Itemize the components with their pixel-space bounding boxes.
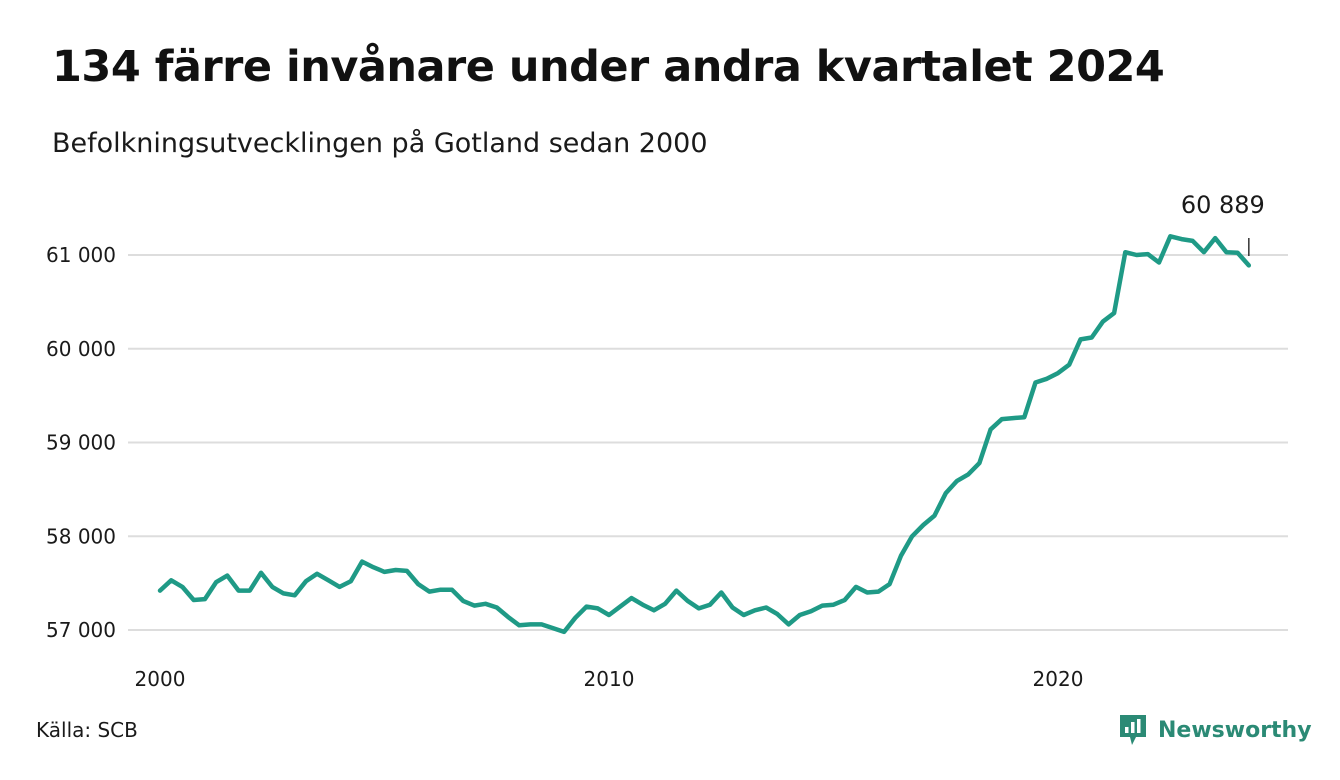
source-label: Källa: SCB: [36, 718, 138, 742]
newsworthy-logo-icon: [1120, 715, 1146, 745]
x-tick-label: 2020: [1033, 667, 1084, 691]
x-tick-label: 2000: [135, 667, 186, 691]
brand-logo: Newsworthy: [1118, 713, 1312, 747]
population-line: [157, 234, 1252, 635]
y-tick-label: 57 000: [46, 618, 116, 642]
x-tick-label: 2010: [584, 667, 635, 691]
annotation-label: 60 889: [1181, 191, 1265, 219]
grid-lines: [128, 254, 1288, 631]
brand-name: Newsworthy: [1158, 717, 1312, 743]
y-tick-label: 61 000: [46, 243, 116, 267]
y-tick-label: 58 000: [46, 524, 116, 548]
y-tick-label: 60 000: [46, 337, 116, 361]
y-axis-tick-labels: 57 000 58 000 59 000 60 000 61 000: [46, 243, 116, 642]
y-tick-label: 59 000: [46, 431, 116, 455]
x-axis-tick-labels: 2000 2010 2020: [135, 667, 1084, 691]
last-value-annotation: 60 889: [1181, 191, 1265, 256]
chart-title: 134 färre invånare under andra kvartalet…: [52, 42, 1165, 92]
chart-subtitle: Befolkningsutvecklingen på Gotland sedan…: [52, 128, 708, 159]
